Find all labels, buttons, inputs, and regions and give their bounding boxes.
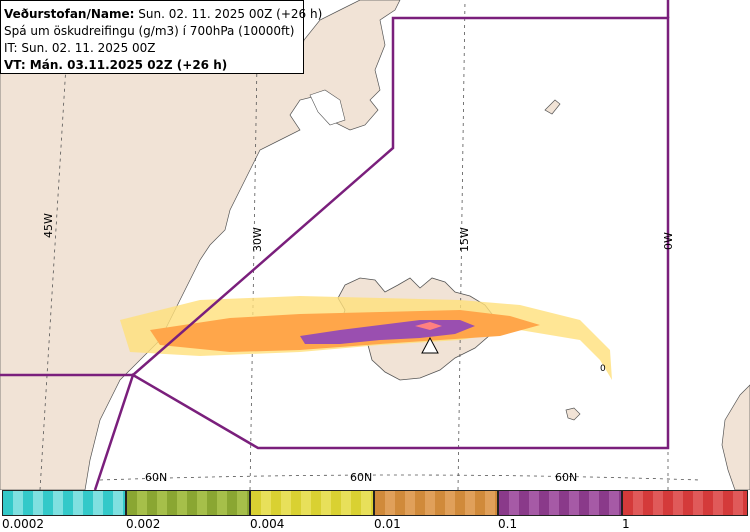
latitude-label: 60N xyxy=(350,471,373,484)
contour-value-label: 0 xyxy=(600,364,606,374)
legend-swatch-red xyxy=(622,490,748,516)
legend-swatch-olive xyxy=(126,490,250,516)
jan-mayen xyxy=(544,99,561,115)
latitude-label: 60N xyxy=(555,471,578,484)
longitude-label-45w: 45W xyxy=(42,213,55,238)
legend-label: 0.0002 xyxy=(2,517,44,531)
legend-swatch-orange xyxy=(374,490,498,516)
faroe-islands xyxy=(565,407,581,421)
run-value: Sun. 02. 11. 2025 00Z (+26 h) xyxy=(138,7,323,21)
run-line: Veðurstofan/Name: Sun. 02. 11. 2025 00Z … xyxy=(4,6,322,23)
scandinavia-land xyxy=(721,384,750,490)
concentration-legend: 0.0002 0.002 0.004 0.01 0.1 1 xyxy=(0,490,750,532)
valid-time: VT: Mán. 03.11.2025 02Z (+26 h) xyxy=(4,58,228,72)
longitude-label-0w: 0W xyxy=(662,232,675,250)
forecast-info-box: Veðurstofan/Name: Sun. 02. 11. 2025 00Z … xyxy=(0,0,322,74)
greenland-land xyxy=(0,0,401,490)
ash-plume xyxy=(120,296,612,380)
init-time: IT: Sun. 02. 11. 2025 00Z xyxy=(4,41,156,55)
greenland-fjord xyxy=(309,89,346,126)
source-label: Veðurstofan/Name: xyxy=(4,7,135,21)
legend-label: 0.1 xyxy=(498,517,518,531)
forecast-description: Spá um öskudreifingu (g/m3) í 700hPa (10… xyxy=(4,24,295,38)
legend-swatch-yellow xyxy=(250,490,374,516)
ash-band-peak xyxy=(415,322,442,330)
longitude-label-30w: 30W xyxy=(251,227,264,252)
latitude-label: 60N xyxy=(145,471,168,484)
legend-label: 0.002 xyxy=(126,517,161,531)
legend-swatch-cyan xyxy=(2,490,126,516)
legend-label: 0.004 xyxy=(250,517,285,531)
volcano-triangle-icon xyxy=(421,336,439,354)
legend-label: 0.01 xyxy=(374,517,401,531)
legend-swatch-purple xyxy=(498,490,622,516)
legend-label: 1 xyxy=(622,517,630,531)
longitude-label-15w: 15W xyxy=(458,227,471,252)
map-canvas xyxy=(0,0,750,490)
